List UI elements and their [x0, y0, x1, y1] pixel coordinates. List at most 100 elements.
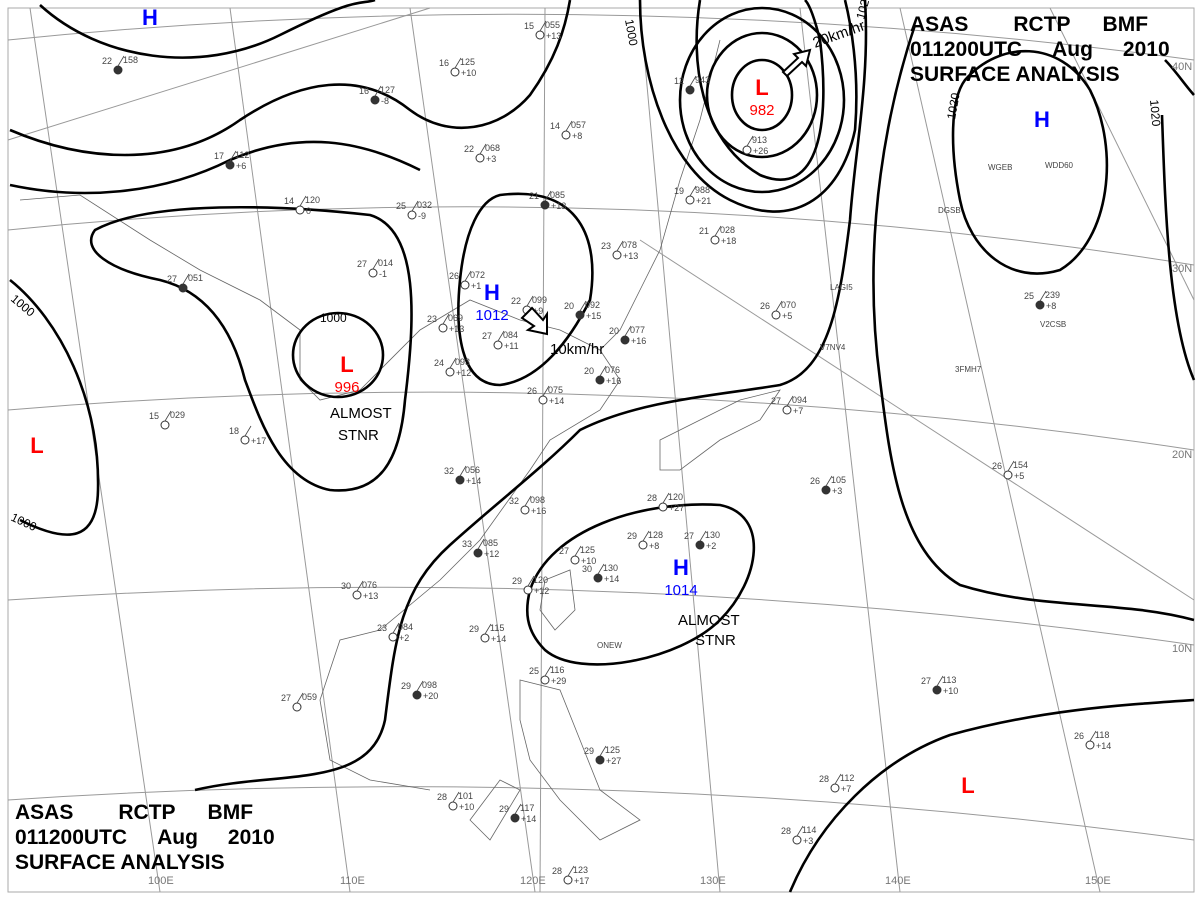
station-plot: 25 032-9: [396, 200, 432, 221]
low-pressure-icon: L: [340, 352, 353, 377]
station-pressure: 014: [378, 258, 393, 268]
ship-id: V2CSB: [1040, 320, 1066, 329]
low-pressure-icon: L: [961, 773, 974, 798]
wind-barb-icon: [1039, 290, 1047, 302]
station-pressure: 116: [550, 665, 564, 675]
cloud-cover-icon: [475, 153, 485, 163]
wind-barb-icon: [599, 745, 607, 757]
wind-barb-icon: [526, 295, 534, 307]
station-plot: 30 076+13: [341, 580, 378, 601]
wind-barb-icon: [356, 580, 364, 592]
cloud-cover-icon: [782, 405, 792, 415]
cloud-cover-icon: [240, 435, 250, 445]
wind-barb-icon: [527, 575, 535, 587]
title-time: 011200UTC: [15, 826, 128, 849]
station-plot: 22 158: [102, 55, 138, 75]
station-pressure-tendency: +13: [363, 591, 378, 601]
station-pressure: 029: [170, 410, 185, 420]
station-pressure-tendency: +8: [572, 131, 582, 141]
title-time: 011200UTC: [910, 38, 1023, 61]
station-temperature: 29: [469, 624, 479, 634]
station-pressure-tendency: +15: [586, 311, 601, 321]
cloud-cover-icon: [455, 475, 465, 485]
station-pressure: 093: [455, 357, 470, 367]
station-plot: 20 092+15: [564, 300, 601, 321]
station-temperature: 12: [674, 76, 684, 86]
wind-barb-icon: [579, 300, 587, 312]
title-year: 2010: [1122, 38, 1170, 61]
station-pressure-tendency: +16: [631, 336, 646, 346]
lon-label: 150E: [1085, 875, 1111, 887]
station-pressure: 085: [483, 538, 498, 548]
cloud-cover-icon: [295, 205, 305, 215]
center-pressure-value: 982: [749, 102, 774, 119]
station-pressure: 130: [705, 530, 720, 540]
cloud-cover-icon: [388, 632, 398, 642]
station-pressure: 076: [605, 365, 620, 375]
station-temperature: 29: [512, 576, 522, 586]
station-temperature: 21: [699, 226, 709, 236]
station-temperature: 28: [552, 866, 562, 876]
station-pressure-tendency: +13: [546, 31, 561, 41]
station-temperature: 28: [819, 774, 829, 784]
station-plot: 19 988+21: [674, 185, 711, 206]
station-pressure: 055: [545, 20, 560, 30]
lon-label: 100E: [148, 875, 174, 887]
wind-barb-icon: [416, 680, 424, 692]
title-product: SURFACE ANALYSIS: [910, 63, 1120, 86]
station-temperature: 23: [427, 314, 437, 324]
station-plot: 23 069+13: [427, 313, 464, 334]
cloud-cover-icon: [523, 585, 533, 595]
station-plot: 14 1200: [284, 195, 320, 216]
cloud-cover-icon: [620, 335, 630, 345]
cloud-cover-icon: [792, 835, 802, 845]
station-temperature: 25: [1024, 291, 1034, 301]
ship-id: WGEB: [988, 163, 1012, 172]
station-plot: 26 075+14: [527, 385, 564, 406]
station-temperature: 29: [584, 746, 594, 756]
station-pressure-tendency: +13: [449, 324, 464, 334]
station-plot: 27 084+11: [482, 330, 519, 351]
station-temperature: 27: [281, 693, 291, 703]
cloud-cover-icon: [352, 590, 362, 600]
wind-barb-icon: [775, 300, 783, 312]
wind-barb-icon: [699, 530, 707, 542]
cloud-cover-icon: [540, 200, 550, 210]
lat-label: 30N: [1172, 263, 1192, 275]
station-plot: 16 125+10: [439, 57, 476, 78]
ship-id: WDD60: [1045, 161, 1074, 170]
wind-barb-icon: [539, 20, 547, 32]
title-year: 2010: [227, 826, 275, 849]
center-pressure-value: 996: [334, 379, 359, 396]
lat-label: 20N: [1172, 449, 1192, 461]
station-temperature: 27: [482, 331, 492, 341]
station-pressure-tendency: +1: [471, 281, 481, 291]
station-plot: 12 943: [674, 75, 710, 95]
station-temperature: 32: [509, 496, 519, 506]
station-plot: 29 125+27: [584, 745, 621, 766]
wind-barb-icon: [642, 530, 650, 542]
station-temperature: 26: [810, 476, 820, 486]
cloud-cover-icon: [540, 675, 550, 685]
ship-id: LAGI5: [830, 283, 853, 292]
station-plot: 25 116+29: [529, 665, 566, 686]
wind-barb-icon: [746, 135, 754, 147]
station-pressure-tendency: +12: [534, 586, 549, 596]
lat-label: 10N: [1172, 643, 1192, 655]
station-plot: 15 055+13: [524, 20, 561, 41]
station-pressure: 094: [792, 395, 807, 405]
station-plot: 26 072+1: [449, 270, 485, 291]
station-plot: 26 070+5: [760, 300, 796, 321]
wind-barb-icon: [497, 330, 505, 342]
station-pressure-tendency: +14: [521, 814, 536, 824]
station-pressure: 125: [460, 57, 475, 67]
station-pressure: 068: [485, 143, 500, 153]
station-temperature: 27: [559, 546, 569, 556]
wind-barb-icon: [624, 325, 632, 337]
station-temperature: 29: [627, 531, 637, 541]
station-pressure: 076: [362, 580, 377, 590]
station-pressure-tendency: +16: [531, 506, 546, 516]
wind-barb-icon: [454, 57, 462, 69]
ship-ids: WGEB WDD60 DGSB LAGI5 V7NV4 V2CSB 3FMH7 …: [597, 161, 1074, 650]
